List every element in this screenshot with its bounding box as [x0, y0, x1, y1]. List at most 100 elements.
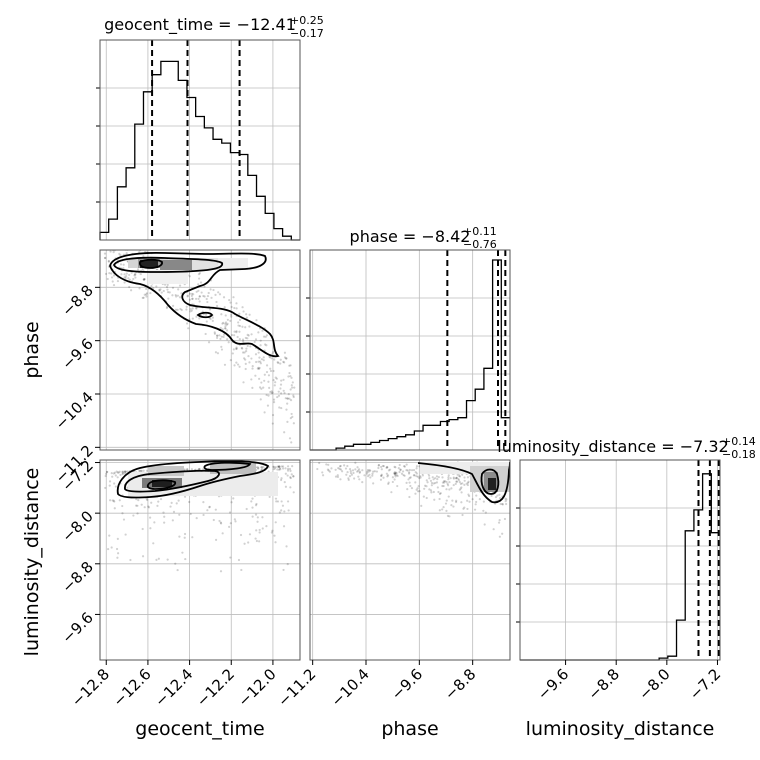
sample-point [145, 295, 148, 298]
sample-point [254, 513, 258, 516]
sample-point [260, 466, 263, 469]
sample-point [505, 502, 508, 506]
sample-point [446, 514, 450, 517]
sample-point [104, 243, 106, 245]
sample-point [490, 494, 493, 497]
sample-point [116, 476, 119, 479]
sample-point [398, 470, 401, 474]
sample-point [418, 477, 421, 480]
sample-point [286, 467, 290, 471]
sample-point [116, 556, 119, 559]
sample-point [460, 486, 463, 489]
sample-point [140, 469, 143, 473]
sample-point [387, 481, 390, 484]
sample-point [274, 497, 278, 500]
sample-point [286, 469, 290, 472]
sample-point [321, 474, 325, 477]
sample-point [238, 318, 242, 321]
sample-point [482, 500, 485, 503]
sample-point [250, 333, 253, 336]
sample-point [289, 388, 292, 391]
sample-point [195, 517, 198, 520]
sample-point [287, 509, 290, 512]
sample-point [145, 293, 148, 296]
sample-point [432, 490, 435, 494]
sample-point [434, 477, 437, 480]
sample-point [418, 490, 421, 493]
sample-point [385, 472, 388, 475]
sample-point [494, 496, 498, 499]
sample-point [107, 241, 109, 243]
sample-point [140, 503, 143, 506]
sample-point [388, 468, 392, 471]
xtick-label: −12.4 [151, 665, 196, 710]
contour-inner-phase-geocent-time [112, 256, 224, 273]
sample-point [269, 369, 273, 373]
sample-point [246, 337, 249, 340]
sample-point [288, 397, 291, 400]
sample-point [272, 468, 275, 471]
sample-point [186, 468, 189, 471]
sample-point [442, 480, 446, 483]
sample-point [386, 474, 390, 477]
sample-point [156, 504, 159, 507]
sample-point [408, 471, 411, 474]
hist-step-luminosity_distance [520, 473, 720, 661]
sample-point [116, 471, 119, 474]
sample-point [399, 468, 402, 471]
sample-point [158, 288, 161, 291]
contour-inner-luminosity-distance-phase [480, 468, 500, 495]
sample-point [505, 498, 508, 501]
frame-1-1 [309, 249, 511, 451]
sample-point [199, 281, 203, 284]
sample-point [343, 464, 346, 467]
grid-1-1 [310, 250, 510, 450]
sample-point [396, 474, 399, 478]
sample-point [158, 289, 161, 292]
sample-point [255, 529, 258, 532]
sample-point [437, 475, 440, 479]
sample-point [233, 364, 236, 367]
sample-point [414, 481, 417, 484]
sample-point [338, 467, 341, 471]
frame-0-0 [99, 39, 301, 241]
sample-point [191, 297, 194, 300]
sample-point [289, 399, 293, 402]
sample-point [321, 471, 324, 474]
sample-point [127, 247, 129, 249]
sample-point [279, 383, 283, 386]
sample-point [251, 367, 254, 370]
sample-point [461, 482, 464, 485]
sample-point [282, 525, 286, 528]
sample-point [198, 277, 201, 280]
sample-point [197, 289, 200, 292]
sample-point [166, 288, 169, 291]
sample-point [163, 521, 166, 524]
sample-point [270, 392, 274, 395]
sample-point [382, 464, 385, 468]
sample-point [316, 467, 319, 471]
sample-point [126, 470, 129, 473]
sample-point [254, 537, 257, 540]
hist-phase [306, 250, 510, 451]
sample-point [225, 329, 229, 332]
sample-point [467, 493, 470, 496]
sample-point [455, 477, 458, 480]
sample-point [114, 485, 117, 488]
sample-point [424, 484, 427, 487]
sample-point [463, 479, 466, 482]
sample-point [263, 379, 266, 382]
sample-point [132, 514, 135, 517]
sample-point [250, 500, 253, 503]
sample-point [139, 469, 143, 472]
sample-point [202, 468, 205, 471]
sample-point [134, 276, 137, 279]
sample-point [125, 252, 128, 255]
sample-point [113, 471, 116, 474]
sample-point [441, 481, 445, 484]
sample-point [451, 499, 454, 502]
sample-point [208, 308, 212, 311]
sample-point [421, 474, 424, 477]
sample-point [190, 309, 193, 312]
sample-point [291, 415, 294, 419]
